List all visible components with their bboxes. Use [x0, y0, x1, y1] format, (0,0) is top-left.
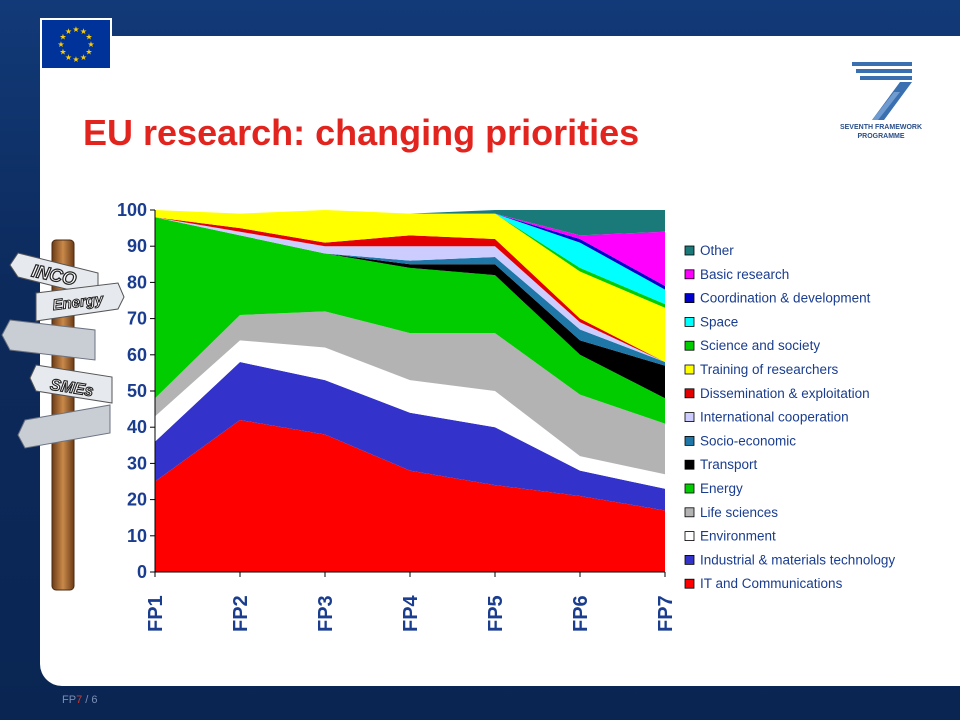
flag-star: ★ — [85, 48, 92, 57]
flag-star: ★ — [80, 53, 87, 62]
y-tick-label: 20 — [127, 490, 147, 510]
area-other — [155, 210, 665, 236]
footer-fp-num: 7 — [76, 694, 83, 706]
legend-label: Dissemination & exploitation — [700, 386, 870, 401]
legend-swatch — [684, 388, 695, 399]
x-tick-label: FP7 — [655, 595, 677, 632]
stacked-area-chart: 0 10 20 30 40 50 60 70 80 90 100 FP1 FP2 FP3 FP4 FP5 FP6… — [117, 200, 895, 632]
slide-title: EU research: changing priorities — [83, 112, 640, 153]
legend-swatch — [684, 340, 695, 351]
legend-label: Environment — [700, 529, 776, 544]
legend-swatch — [684, 459, 695, 470]
area-dissemination-exploitation — [155, 217, 665, 363]
legend-label: Life sciences — [700, 505, 778, 520]
x-tick-label: FP2 — [230, 595, 252, 632]
y-tick-label: 60 — [127, 345, 147, 365]
area-science-and-society — [155, 210, 665, 308]
legend-swatch — [684, 412, 695, 423]
flag-star: ★ — [65, 53, 72, 62]
legend-label: Transport — [700, 457, 758, 472]
legend-label: Socio-economic — [700, 433, 796, 448]
flag-star: ★ — [72, 55, 79, 64]
legend-swatch — [684, 554, 695, 565]
legend-label: Other — [700, 243, 734, 258]
sign-energy: Energy — [35, 282, 125, 322]
y-tick-label: 70 — [127, 309, 147, 329]
flag-star: ★ — [65, 27, 72, 36]
y-tick-label: 10 — [127, 526, 147, 546]
y-tick-label: 90 — [127, 236, 147, 256]
fp7-logo: SEVENTH FRAMEWORK PROGRAMME — [838, 58, 924, 148]
footer: FP7 / 6 — [62, 694, 97, 706]
legend-label: Science and society — [700, 338, 820, 353]
legend-swatch — [684, 435, 695, 446]
area-training-of-researchers — [155, 210, 665, 363]
y-tick-label: 0 — [137, 562, 147, 582]
area-industrial-materials-technology — [155, 362, 665, 511]
flag-star: ★ — [57, 40, 64, 49]
legend-label: Industrial & materials technology — [700, 552, 895, 567]
flag-star: ★ — [87, 40, 94, 49]
y-tick-label: 100 — [117, 200, 147, 220]
sign-inco-label: INCO — [30, 261, 78, 290]
y-tick-label: 40 — [127, 417, 147, 437]
flag-star: ★ — [80, 27, 87, 36]
legend-label: IT and Communications — [700, 576, 843, 591]
flag-star: ★ — [85, 33, 92, 42]
legend-swatch — [684, 269, 695, 280]
legend-label: Coordination & development — [700, 291, 871, 306]
area-space — [155, 210, 665, 305]
y-tick-label: 50 — [127, 381, 147, 401]
legend-swatch — [684, 317, 695, 327]
legend-label: Energy — [700, 481, 743, 496]
y-tick-label: 30 — [127, 453, 147, 473]
legend-swatch — [684, 483, 695, 494]
x-tick-label: FP5 — [485, 595, 507, 632]
x-tick-label: FP6 — [570, 595, 592, 632]
legend-swatch — [684, 507, 695, 518]
flag-star: ★ — [59, 33, 66, 42]
area-life-sciences — [155, 311, 665, 475]
flag-star: ★ — [72, 25, 79, 34]
legend-label: Space — [700, 314, 738, 329]
area-it-and-communications — [155, 419, 665, 572]
area-energy — [155, 217, 665, 424]
legend-swatch — [684, 364, 695, 375]
legend-swatch — [684, 531, 695, 542]
legend-label: Basic research — [700, 267, 789, 282]
eu-flag-icon: ★ ★ ★ ★ ★ ★ ★ ★ ★ ★ ★ ★ — [40, 18, 112, 70]
x-tick-label: FP3 — [315, 595, 337, 632]
legend-swatch — [684, 578, 695, 589]
legend-swatch — [684, 245, 695, 256]
footer-fp: FP — [62, 694, 77, 706]
x-tick-label: FP4 — [400, 594, 422, 632]
footer-page: / 6 — [82, 694, 98, 706]
legend-label: International cooperation — [700, 410, 849, 425]
legend-label: Training of researchers — [700, 362, 839, 377]
sign-inco: INCO — [9, 252, 99, 298]
y-tick-label: 80 — [127, 272, 147, 292]
fp7-logo-line2: PROGRAMME — [857, 133, 904, 140]
flag-star: ★ — [59, 48, 66, 57]
x-tick-label: FP1 — [145, 595, 167, 632]
fp7-logo-line1: SEVENTH FRAMEWORK — [840, 124, 922, 131]
area-environment — [155, 340, 665, 489]
signpost-illustration: INCO Energy SMEs — [0, 235, 135, 595]
legend-swatch — [684, 293, 695, 303]
